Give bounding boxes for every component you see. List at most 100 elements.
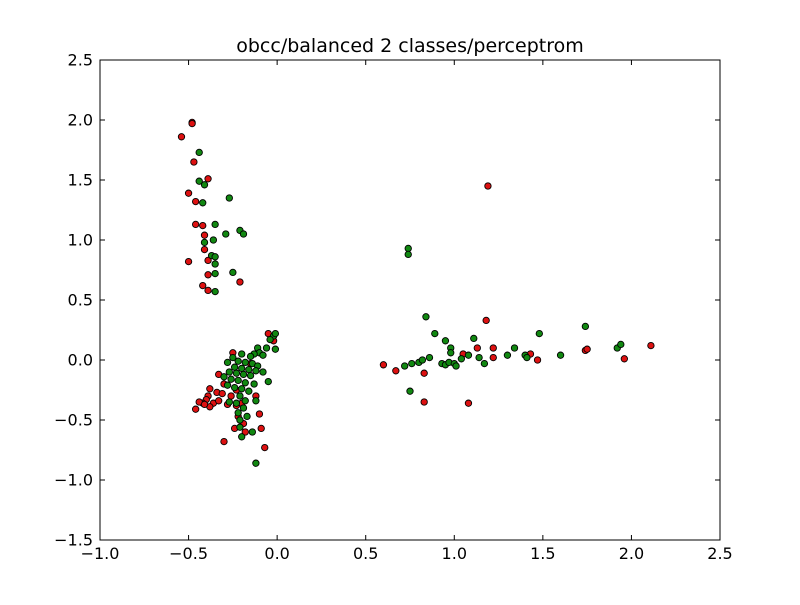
- scatter-point: [420, 369, 428, 377]
- scatter-point: [238, 364, 246, 373]
- scatter-point: [199, 281, 207, 290]
- x-tick-label: 0.0: [264, 544, 289, 563]
- scatter-point: [533, 356, 542, 364]
- y-tick-label: 2.0: [68, 111, 93, 130]
- scatter-point: [464, 351, 473, 359]
- scatter-point: [195, 177, 203, 185]
- scatter-point: [200, 245, 209, 254]
- scatter-point: [457, 355, 466, 363]
- scatter-point: [241, 397, 249, 405]
- scatter-point: [489, 353, 497, 362]
- scatter-point: [234, 376, 242, 385]
- scatter-point: [447, 349, 455, 357]
- y-tick-label: 0.5: [68, 291, 93, 310]
- scatter-point: [225, 368, 233, 376]
- scatter-point: [241, 379, 249, 387]
- scatter-point: [510, 344, 519, 352]
- scatter-point: [227, 392, 235, 400]
- scatter-point: [204, 256, 212, 265]
- scatter-point: [245, 365, 253, 374]
- plot-area: [100, 60, 720, 540]
- scatter-point: [238, 385, 246, 393]
- scatter-point: [177, 133, 186, 141]
- scatter-point: [238, 350, 246, 358]
- x-tick-label: 2.5: [707, 544, 732, 563]
- scatter-point: [222, 230, 230, 238]
- scatter-point: [252, 459, 260, 467]
- scatter-point: [192, 220, 200, 229]
- x-tick-label: 1.5: [530, 544, 555, 563]
- scatter-point: [271, 345, 280, 353]
- scatter-point: [620, 355, 628, 363]
- y-tick-label: −0.5: [54, 411, 93, 430]
- scatter-point: [243, 412, 251, 421]
- scatter-point: [234, 357, 242, 365]
- scatter-point: [250, 380, 258, 388]
- scatter-point: [239, 230, 248, 238]
- scatter-point: [420, 398, 428, 406]
- scatter-point: [199, 199, 207, 207]
- scatter-point: [379, 361, 388, 369]
- scatter-point: [255, 410, 264, 418]
- scatter-point: [223, 358, 232, 367]
- scatter-point: [241, 358, 249, 367]
- scatter-point: [206, 385, 214, 393]
- scatter-point: [480, 359, 489, 368]
- scatter-point: [583, 345, 591, 353]
- scatter-point: [473, 344, 481, 352]
- x-tick-label: −0.5: [169, 544, 208, 563]
- scatter-point: [406, 387, 414, 395]
- x-tick-label: 0.5: [353, 544, 378, 563]
- scatter-point: [425, 353, 434, 362]
- scatter-point: [581, 322, 590, 331]
- scatter-point: [239, 404, 248, 412]
- scatter-point: [238, 433, 246, 441]
- scatter-point: [248, 428, 256, 436]
- scatter-point: [230, 363, 239, 371]
- scatter-point: [200, 238, 209, 247]
- scatter-point: [241, 428, 249, 436]
- scatter-point: [257, 424, 265, 433]
- scatter-point: [475, 353, 483, 362]
- scatter-point: [236, 392, 244, 400]
- scatter-point: [229, 353, 237, 362]
- scatter-point: [252, 367, 260, 375]
- scatter-point: [195, 148, 203, 157]
- y-tick-label: 2.5: [68, 51, 93, 70]
- y-tick-label: 1.0: [68, 231, 93, 250]
- scatter-point: [225, 194, 233, 202]
- scatter-point: [535, 329, 543, 338]
- scatter-point: [236, 278, 244, 286]
- scatter-point: [404, 250, 412, 259]
- scatter-point: [401, 362, 409, 370]
- scatter-point: [218, 389, 226, 398]
- scatter-point: [408, 359, 416, 368]
- scatter-point: [234, 409, 242, 417]
- scatter-point: [220, 373, 228, 381]
- y-tick-label: −1.0: [54, 471, 93, 490]
- scatter-point: [246, 371, 255, 380]
- scatter-point: [199, 221, 207, 230]
- scatter-point: [271, 329, 280, 338]
- scatter-point: [431, 329, 439, 338]
- y-tick-label: −1.5: [54, 531, 93, 550]
- scatter-point: [245, 387, 253, 395]
- scatter-point: [204, 175, 212, 183]
- scatter-point: [617, 340, 625, 349]
- scatter-point: [211, 287, 219, 296]
- scatter-point: [223, 381, 232, 389]
- scatter-point: [470, 334, 478, 343]
- scatter-point: [262, 344, 271, 352]
- scatter-point: [211, 253, 219, 261]
- plot-frame: [99, 59, 721, 541]
- scatter-point: [266, 335, 274, 344]
- scatter-point: [236, 423, 244, 431]
- scatter-point: [204, 286, 212, 295]
- scatter-point: [200, 400, 209, 409]
- scatter-point: [211, 269, 219, 278]
- x-tick-label: 1.0: [442, 544, 467, 563]
- scatter-point: [464, 399, 473, 407]
- scatter-point: [232, 399, 241, 407]
